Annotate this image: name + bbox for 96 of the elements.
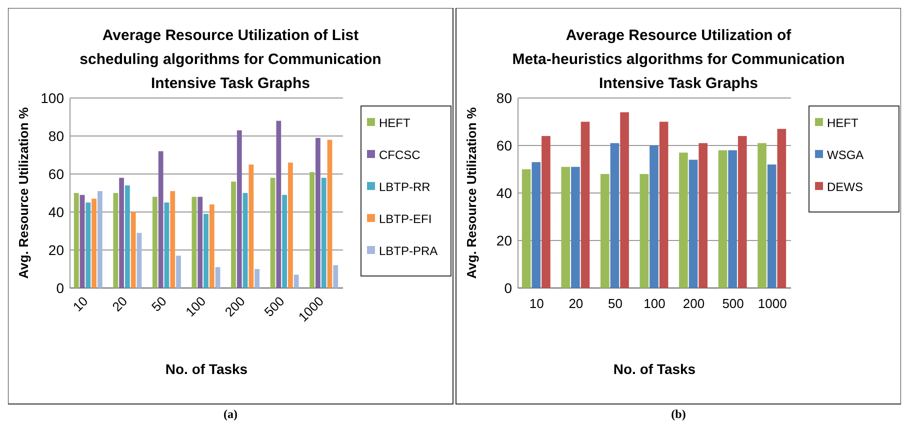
bar — [170, 191, 176, 288]
bar — [659, 122, 668, 288]
legend-label: HEFT — [379, 116, 411, 130]
bar — [698, 143, 708, 288]
x-axis-title: No. of Tasks — [165, 361, 248, 377]
bar — [294, 274, 299, 288]
legend-label: WSGA — [827, 148, 864, 162]
bar — [542, 136, 550, 288]
bar — [288, 162, 293, 288]
legend-label: DEWS — [827, 180, 863, 194]
bar — [130, 212, 136, 288]
bar — [321, 178, 326, 288]
text: (a) — [224, 407, 238, 421]
chart-title: Average Resource Utilization of Meta-heuristics algorithms for Communication Intensive Task Graphs — [512, 27, 845, 92]
bar — [176, 256, 181, 288]
y-tick-label: 80 — [496, 90, 512, 106]
bar — [650, 146, 658, 288]
bar — [580, 122, 590, 288]
bar — [270, 178, 276, 288]
bar — [758, 143, 766, 288]
bar — [600, 174, 610, 288]
bar — [74, 193, 79, 288]
y-tick-label: 0 — [56, 280, 64, 296]
y-axis-title: Avg. Resource Utilization % — [464, 106, 479, 279]
bar — [718, 150, 728, 288]
bar — [124, 185, 130, 288]
x-tick-label: 100 — [182, 294, 209, 320]
bar — [92, 198, 96, 288]
x-tick-label: 50 — [608, 296, 622, 311]
x-tick-label: 1000 — [758, 296, 787, 311]
bar — [777, 128, 786, 288]
bar — [86, 202, 91, 288]
x-tick-label: 20 — [568, 296, 584, 311]
bar — [327, 140, 332, 288]
bar — [204, 214, 208, 288]
text: (b) — [671, 407, 686, 421]
bar — [767, 164, 776, 288]
bar — [522, 169, 531, 288]
legend-label: LBTP-PRA — [379, 244, 438, 258]
bar — [728, 150, 737, 288]
x-axis-title: No. of Tasks — [613, 361, 696, 377]
bar — [242, 193, 248, 288]
bar — [620, 112, 629, 288]
legend-label: HEFT — [827, 116, 859, 130]
bar — [610, 143, 620, 288]
y-tick-label: 100 — [40, 90, 64, 106]
bar — [276, 120, 282, 288]
legend-label: CFCSC — [379, 148, 421, 162]
bar — [215, 267, 220, 288]
bar — [571, 166, 580, 288]
bar — [80, 194, 85, 288]
x-tick-label: 500 — [261, 294, 288, 320]
bar — [164, 202, 170, 288]
bar — [282, 194, 288, 288]
x-tick-label: 200 — [682, 296, 705, 311]
bar — [198, 196, 203, 288]
x-tick-label: 20 — [109, 294, 130, 314]
bar — [97, 191, 102, 288]
y-tick-label: 20 — [496, 232, 512, 248]
bar — [158, 151, 164, 288]
legend-label: LBTP-RR — [379, 180, 431, 194]
x-tick-label: 10 — [529, 296, 544, 311]
bar — [248, 164, 254, 288]
y-tick-label: 0 — [504, 280, 512, 296]
bar — [209, 204, 214, 288]
bar — [532, 162, 541, 288]
bar — [333, 265, 338, 288]
x-tick-label: 100 — [644, 296, 666, 311]
x-tick-label: 50 — [148, 294, 170, 314]
bar — [236, 130, 242, 288]
y-tick-label: 80 — [48, 128, 64, 144]
chart-title: Average Resource Utilization of List scheduling algorithms for Communication Intensive Task Graphs — [80, 27, 382, 92]
bar — [254, 269, 260, 288]
x-tick-label: 10 — [70, 294, 91, 314]
legend-label: LBTP-EFI — [379, 212, 432, 226]
bar — [738, 136, 747, 288]
y-axis-title: Avg. Resource Utilization % — [16, 106, 31, 279]
bar — [316, 138, 320, 288]
y-tick-label: 40 — [48, 204, 64, 220]
bar — [688, 160, 698, 288]
bar — [152, 196, 158, 288]
bar — [136, 232, 142, 288]
bar — [119, 178, 124, 288]
y-tick-label: 40 — [496, 185, 512, 201]
bar — [561, 166, 570, 288]
x-tick-label: 500 — [722, 296, 744, 311]
bar — [679, 152, 688, 288]
bar — [310, 172, 315, 288]
x-tick-label: 200 — [222, 294, 248, 320]
bar — [640, 174, 649, 288]
y-tick-label: 60 — [496, 138, 512, 154]
bar — [113, 193, 118, 288]
bar — [192, 196, 197, 288]
y-tick-label: 60 — [48, 166, 64, 182]
y-tick-label: 20 — [48, 242, 64, 258]
bar — [231, 182, 236, 288]
